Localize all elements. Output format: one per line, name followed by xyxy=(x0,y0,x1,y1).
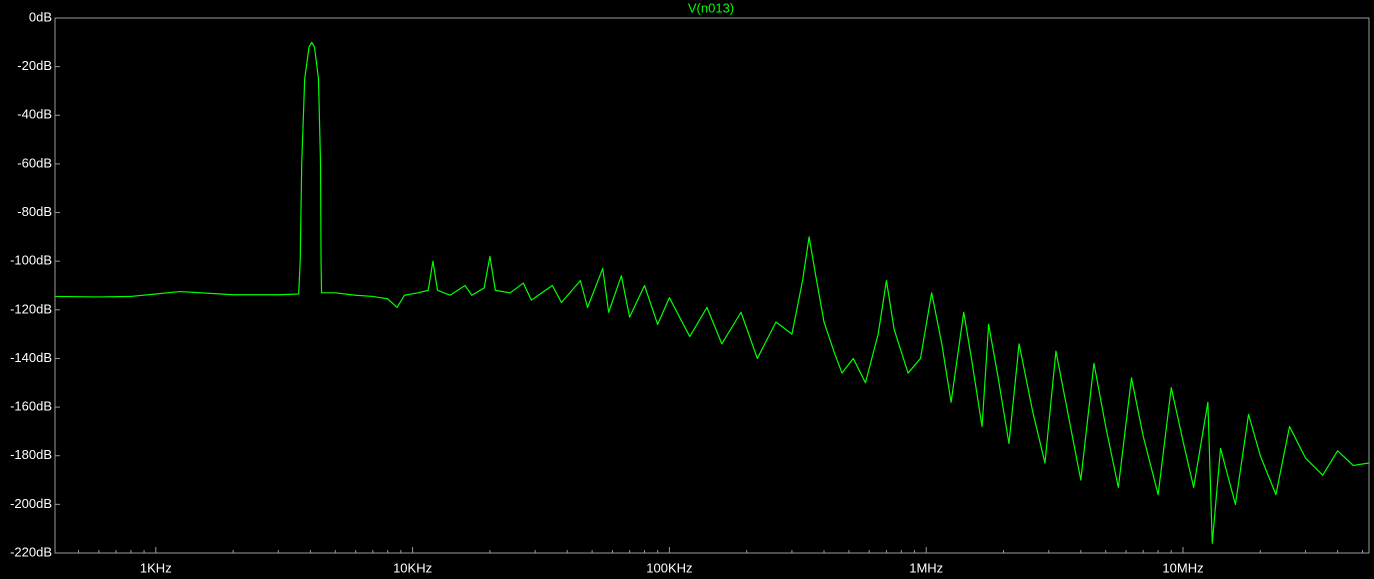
y-tick-label: -20dB xyxy=(17,58,52,73)
y-tick-label: -120dB xyxy=(10,301,52,316)
x-tick-label: 10MHz xyxy=(1162,560,1203,575)
chart-title: V(n013) xyxy=(688,0,734,15)
x-tick-label: 1MHz xyxy=(909,560,943,575)
y-tick-label: 0dB xyxy=(29,9,52,24)
y-tick-label: -140dB xyxy=(10,350,52,365)
y-tick-label: -180dB xyxy=(10,447,52,462)
y-tick-label: -60dB xyxy=(17,155,52,170)
y-tick-label: -160dB xyxy=(10,399,52,414)
series-line xyxy=(54,41,1370,544)
y-tick-label: -40dB xyxy=(17,107,52,122)
plot-frame xyxy=(54,17,1370,554)
y-tick-label: -100dB xyxy=(10,253,52,268)
y-tick-label: -80dB xyxy=(17,204,52,219)
y-tick-label: -200dB xyxy=(10,496,52,511)
x-tick-label: 100KHz xyxy=(646,560,692,575)
y-tick-label: -220dB xyxy=(10,544,52,559)
x-tick-label: 10KHz xyxy=(393,560,432,575)
x-tick-label: 1KHz xyxy=(140,560,172,575)
